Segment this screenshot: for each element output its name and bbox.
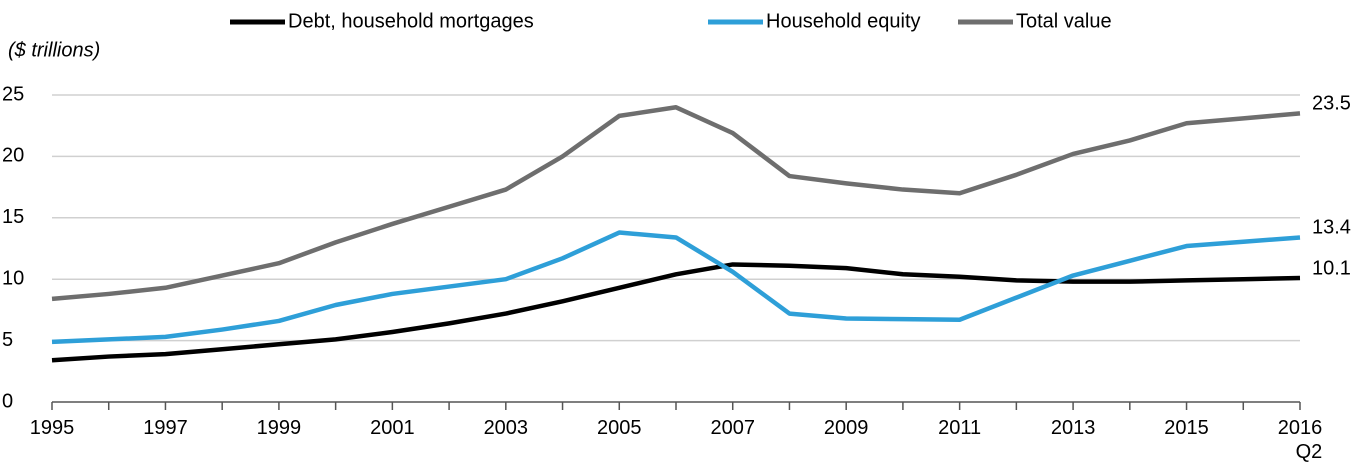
legend-label: Total value: [1016, 10, 1112, 32]
y-axis-label: ($ trillions): [8, 39, 100, 61]
series-line: [51, 230, 1301, 345]
x-tick-label: 2011: [938, 417, 982, 439]
x-tick-label: 2016 Q2: [1277, 417, 1323, 463]
y-tick-label: 15: [2, 206, 24, 228]
legend-label: Debt, household mortgages: [288, 10, 534, 32]
x-tick-label: 2001: [370, 417, 415, 439]
x-tick-label: 2003: [483, 417, 529, 439]
x-tick-label: 2015: [1164, 417, 1209, 439]
y-tick-label: 10: [2, 267, 24, 289]
x-tick-label: 2009: [823, 417, 869, 439]
series-line: [51, 262, 1301, 363]
end-value-label: 10.1: [1312, 257, 1351, 279]
legend-label: Household equity: [766, 10, 921, 32]
x-tick-label: 1997: [143, 417, 188, 439]
x-tick-label: 1995: [29, 417, 75, 439]
y-tick-label: 5: [2, 329, 13, 351]
y-tick-label: 25: [2, 83, 24, 105]
y-tick-label: 20: [2, 145, 24, 167]
x-tick-label: 2007: [710, 417, 755, 439]
end-value-label: 23.5: [1312, 93, 1351, 115]
y-tick-label: 0: [2, 390, 13, 412]
x-tick-label: 2013: [1050, 417, 1096, 439]
end-value-label: 13.4: [1312, 217, 1351, 239]
x-tick-label: 2005: [597, 417, 642, 439]
x-tick-label: 1999: [256, 417, 302, 439]
series-line: [51, 105, 1301, 302]
